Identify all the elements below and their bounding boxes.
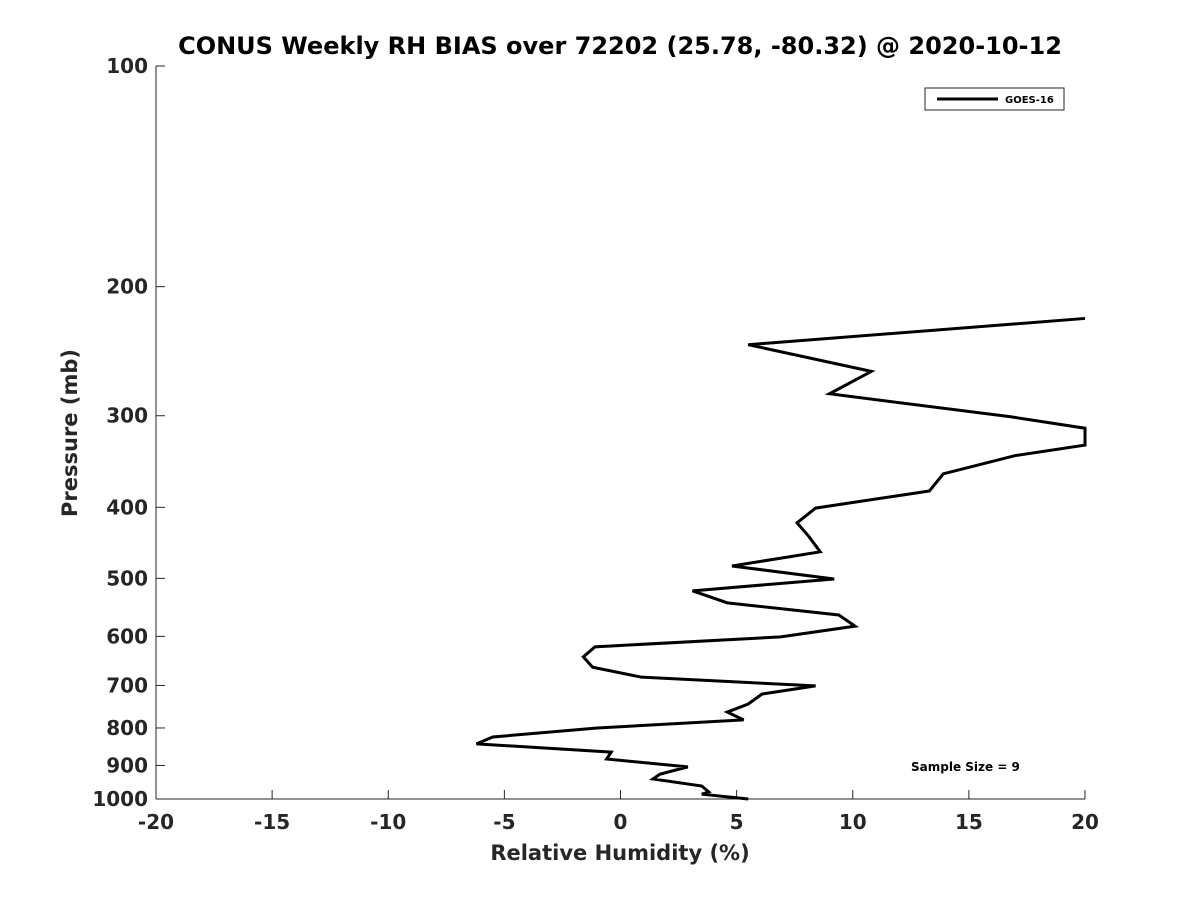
- y-tick-label: 800: [106, 716, 148, 740]
- axes: [155, 66, 1085, 800]
- y-tick-label: 900: [106, 753, 148, 777]
- x-tick-label: -20: [138, 810, 174, 834]
- sample-size-annotation: Sample Size = 9: [911, 760, 1020, 774]
- legend-label: GOES-16: [1005, 95, 1054, 106]
- x-axis-label: Relative Humidity (%): [490, 841, 749, 865]
- series-line-goes-16: [475, 316, 1087, 801]
- y-tick-label: 600: [106, 624, 148, 648]
- x-tick-label: -10: [370, 810, 406, 834]
- x-tick-label: -15: [254, 810, 290, 834]
- x-tick-label: 10: [839, 810, 867, 834]
- legend: GOES-16: [924, 87, 1065, 111]
- x-tick-label: 15: [955, 810, 983, 834]
- chart-title: CONUS Weekly RH BIAS over 72202 (25.78, …: [178, 32, 1062, 60]
- x-tick-label: 0: [614, 810, 628, 834]
- x-tick-label: 5: [730, 810, 744, 834]
- y-tick-label: 400: [106, 495, 148, 519]
- y-tick-label: 200: [106, 275, 148, 299]
- y-tick-label: 1000: [92, 787, 148, 811]
- y-tick-label: 300: [106, 404, 148, 428]
- x-tick-label: 20: [1071, 810, 1099, 834]
- y-axis-label: Pressure (mb): [58, 349, 82, 517]
- x-tick-label: -5: [493, 810, 515, 834]
- y-tick-label: 100: [106, 54, 148, 78]
- y-tick-label: 500: [106, 566, 148, 590]
- y-tick-label: 700: [106, 673, 148, 697]
